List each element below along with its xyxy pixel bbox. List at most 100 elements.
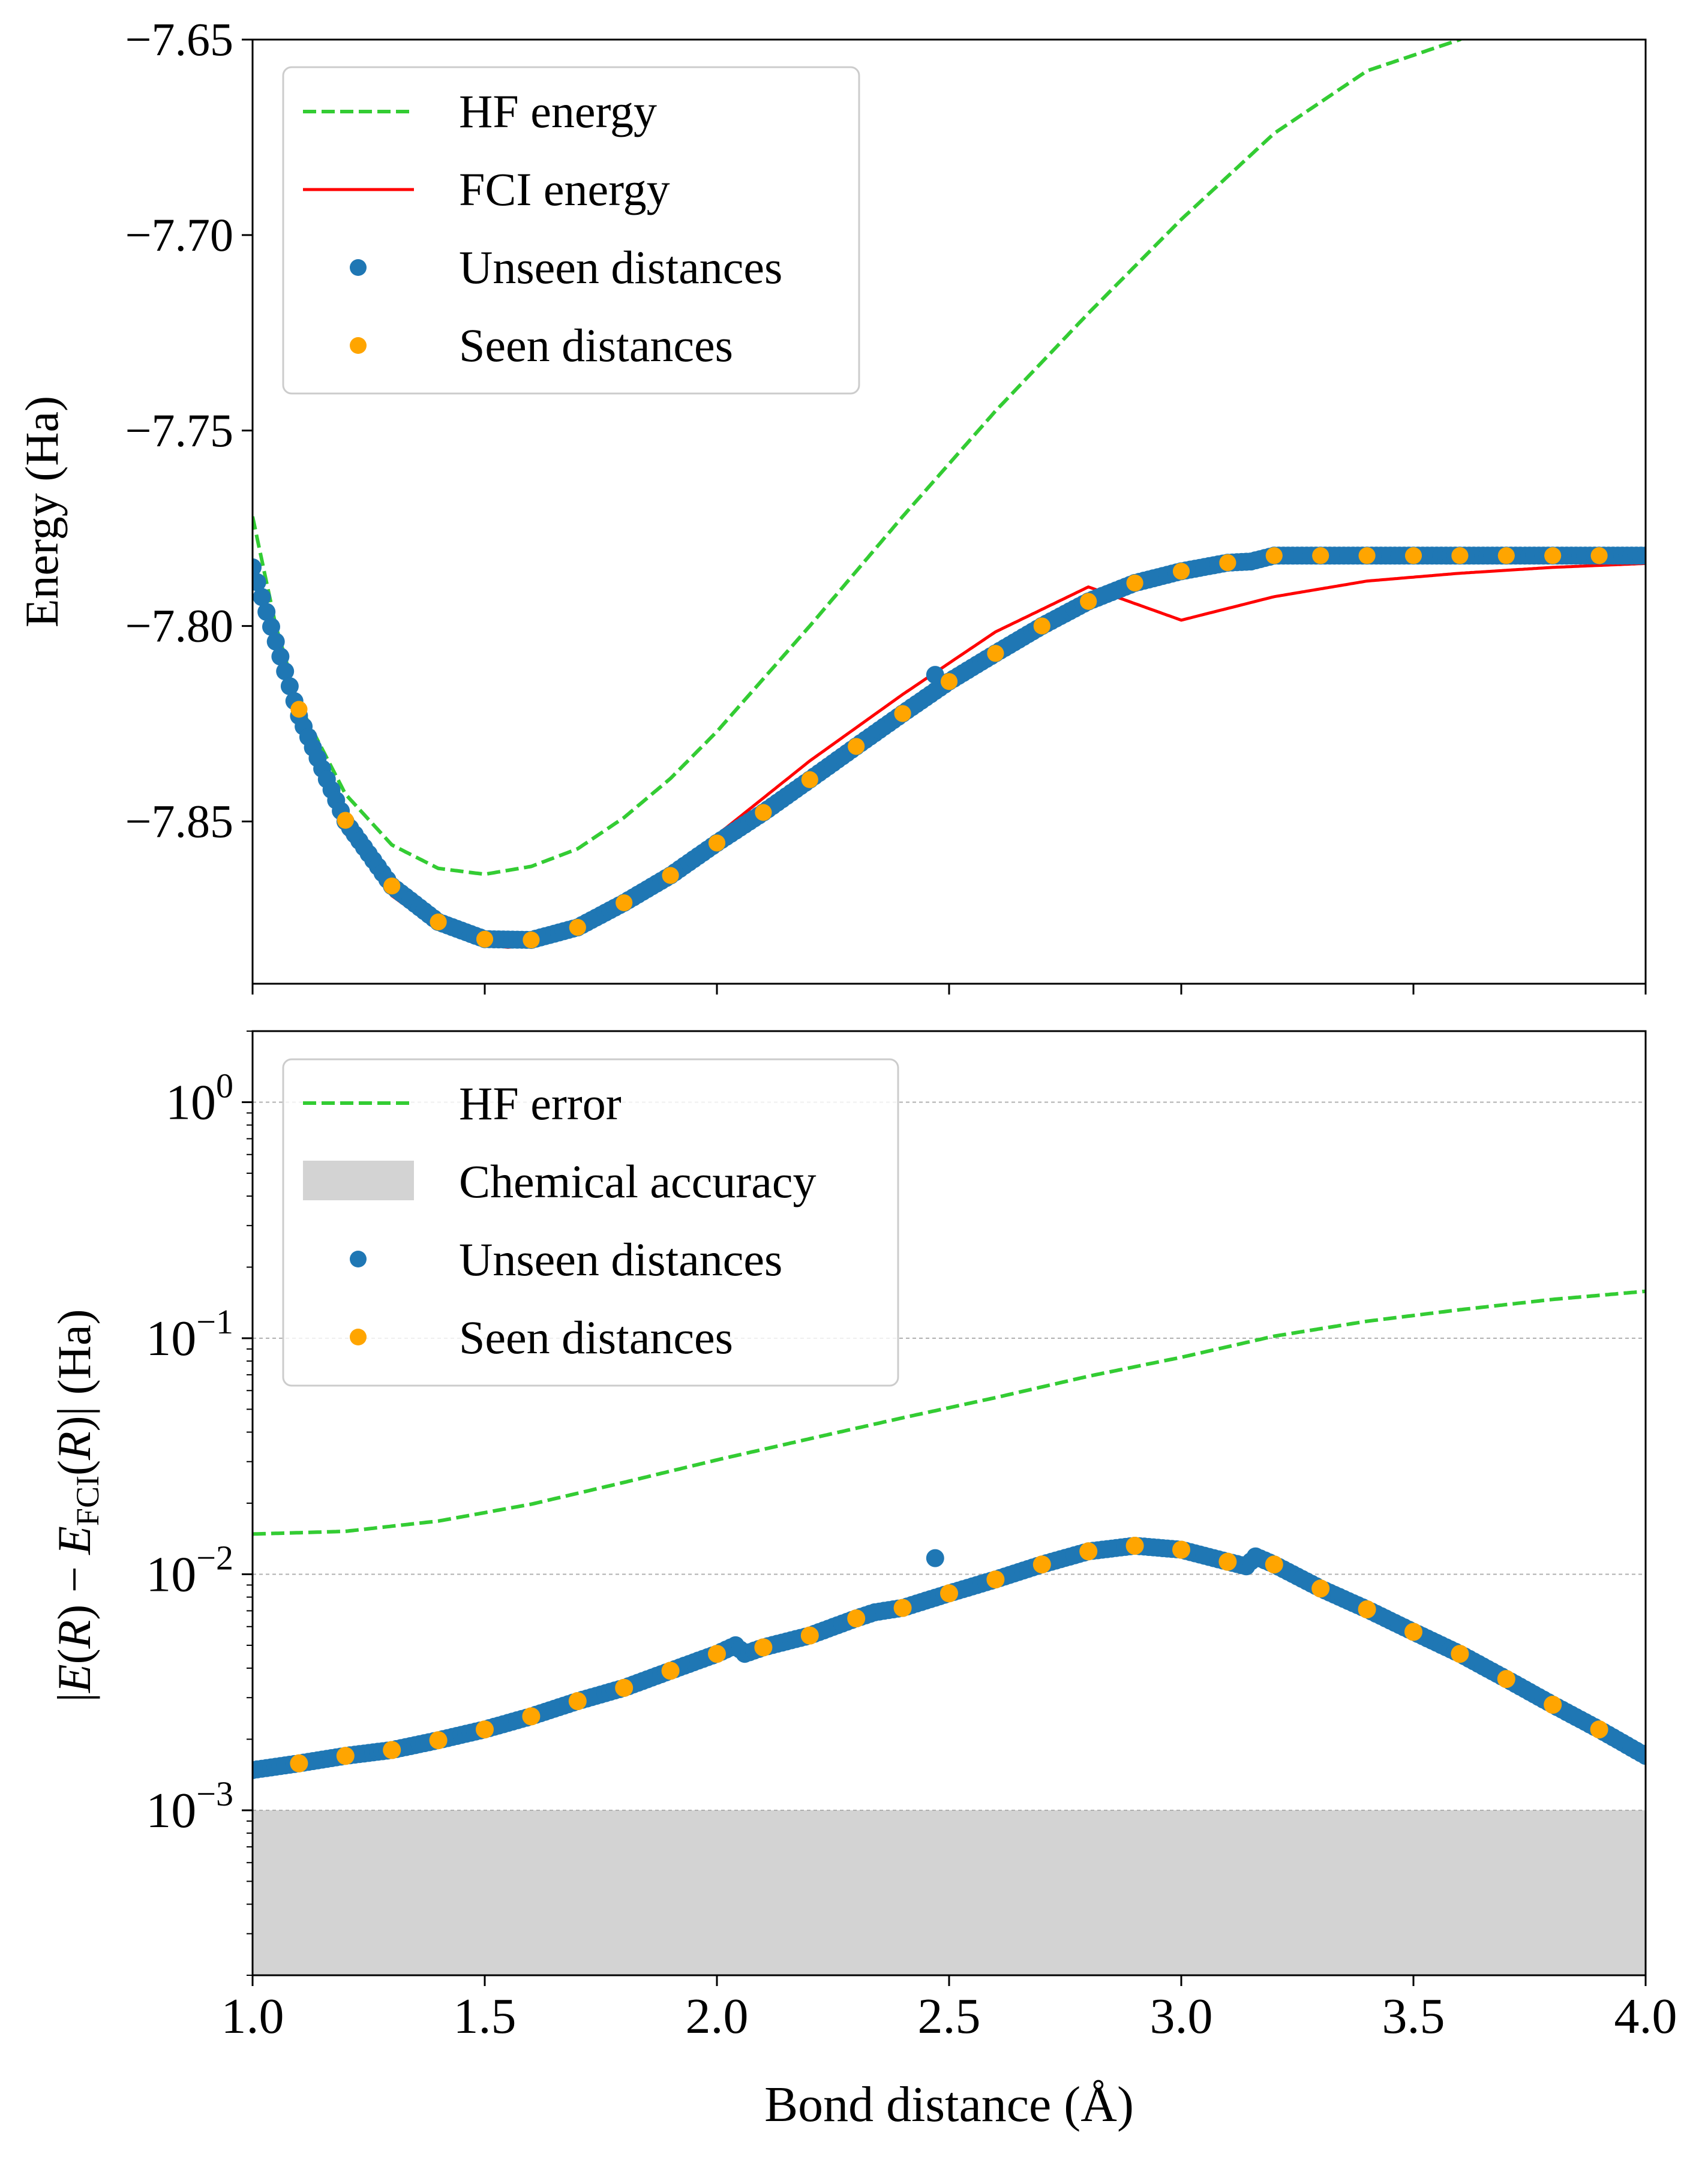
seen-distances-point [523,932,540,948]
x-tick-label: 1.0 [221,1988,284,2044]
seen-distances-point [987,645,1004,662]
legend-hf-energy-label: HF energy [459,85,657,137]
seen-distances-point [709,834,725,852]
energy-y-tick-label: −7.85 [125,795,234,848]
ylabel-r-2: R [48,1431,100,1461]
seen-distances-point [1358,547,1376,564]
legend-unseen-swatch-bottom [350,1251,367,1267]
error-legend: HF error Chemical accuracy Unseen distan… [282,1058,899,1387]
seen-distances-point [1219,1553,1236,1570]
error-y-tick-label: 10−2 [146,1538,233,1602]
ylabel-paren-open: ( [48,1648,100,1664]
energy-y-tick-label: −7.70 [125,209,234,261]
ylabel-minus: ) − [48,1555,100,1620]
error-y-tick-label: 100 [166,1066,233,1130]
seen-distances-point [569,919,586,936]
legend-chemical-accuracy-swatch [303,1161,414,1200]
seen-distances-point [1497,547,1515,564]
hf-error-line [253,1289,1646,1536]
ylabel-paren-open-2: ( [48,1460,100,1476]
unseen-distances-point [262,617,280,636]
seen-distances-point [1405,547,1422,564]
unseen-distances-point [280,677,299,695]
seen-distances-point [1265,1556,1283,1573]
seen-distances-point [290,701,308,718]
seen-distances-point [1544,547,1562,564]
chemical-accuracy-region [253,1810,1646,1975]
unseen-outlier-point [926,1549,944,1567]
error-axes: 1.0 1.5 2.0 2.5 3.0 3.5 4.0 100 10−1 10−2 10−3 [146,1031,1677,2044]
unseen-outlier-point [926,666,944,684]
energy-y-tick-label: −7.75 [125,404,234,456]
x-tick-label: 1.5 [454,1988,517,2044]
seen-distances-point [662,1662,679,1680]
ylabel-r: R [48,1620,100,1650]
seen-distances-point [1173,563,1190,580]
error-y-tick-label: 10−1 [146,1302,233,1366]
seen-distances-point [1126,1537,1143,1554]
seen-distances-point [1497,1671,1515,1688]
unseen-distances-point [271,647,290,666]
energy-legend-box [282,66,860,395]
seen-distances-markers [290,1537,1608,1772]
seen-distances-point [523,1708,540,1725]
legend-chemical-accuracy-label: Chemical accuracy [459,1155,816,1207]
seen-distances-markers [290,547,1608,948]
legend-unseen-swatch [350,259,367,276]
error-y-tick-label: 10−3 [146,1774,233,1838]
seen-distances-point [430,1732,447,1749]
seen-distances-point [755,804,772,821]
seen-distances-point [1590,547,1608,564]
ylabel-e: E [48,1664,100,1693]
energy-legend: HF energy FCI energy Unseen distances Se… [282,66,860,395]
seen-distances-point [1173,1541,1190,1558]
unseen-distances-point [253,588,271,606]
seen-distances-point [801,1627,818,1644]
x-tick-label: 2.0 [686,1988,749,2044]
seen-distances-point [383,1741,401,1759]
seen-distances-point [1590,1721,1608,1738]
seen-distances-point [616,1679,633,1696]
seen-distances-point [1312,1580,1329,1597]
energy-y-axis-label: Energy (Ha) [16,396,68,627]
ylabel-e-fci: E [48,1526,100,1555]
x-tick-label: 2.5 [918,1988,981,2044]
seen-distances-point [337,812,354,829]
hf-energy-line [253,40,1463,876]
legend-fci-energy-label: FCI energy [459,163,670,215]
legend-seen-swatch [350,337,367,354]
unseen-distances-point [1637,546,1646,565]
legend-seen-swatch-bottom [350,1329,367,1345]
seen-distances-point [383,878,401,895]
seen-distances-point [337,1747,354,1765]
ylabel-close: )| (Ha) [48,1309,100,1431]
ylabel-bar-open: | [48,1693,100,1702]
seen-distances-point [662,867,679,884]
seen-distances-point [755,1639,772,1656]
x-tick-label: 3.0 [1150,1988,1213,2044]
seen-distances-point [569,1693,586,1710]
seen-distances-point [1544,1696,1562,1713]
seen-distances-point [1080,593,1097,610]
energy-plot-area [253,40,1646,949]
seen-distances-point [476,1721,493,1738]
unseen-distances-point [276,662,295,681]
seen-distances-point [801,771,818,788]
seen-distances-point [1080,1543,1097,1560]
unseen-distances-point [266,632,285,651]
seen-distances-point [1033,1556,1050,1573]
legend-hf-error-label: HF error [459,1077,622,1129]
seen-distances-point [1451,1645,1469,1663]
legend-unseen-label: Unseen distances [459,241,782,293]
energy-axes: −7.65 −7.70 −7.75 −7.80 −7.85 [125,13,1647,995]
unseen-distances-point [253,558,262,576]
seen-distances-point [848,1610,865,1627]
seen-distances-point [894,1599,911,1617]
seen-distances-point [709,1645,725,1663]
x-axis-label: Bond distance (Å) [764,2077,1134,2132]
error-y-axis-label: |E(R) − EFCI(R)| (Ha) [48,1309,106,1702]
seen-distances-point [1312,547,1329,564]
seen-distances-point [290,1755,308,1772]
